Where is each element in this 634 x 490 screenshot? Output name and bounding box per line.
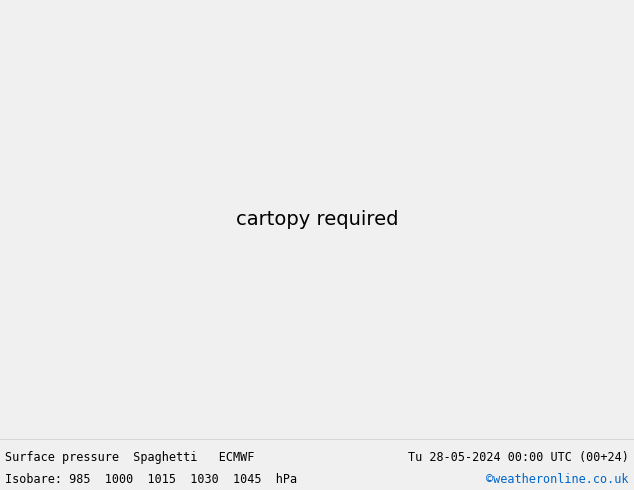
Text: Surface pressure  Spaghetti   ECMWF: Surface pressure Spaghetti ECMWF (5, 451, 254, 464)
Text: Isobare: 985  1000  1015  1030  1045  hPa: Isobare: 985 1000 1015 1030 1045 hPa (5, 473, 297, 486)
Text: Tu 28-05-2024 00:00 UTC (00+24): Tu 28-05-2024 00:00 UTC (00+24) (408, 451, 629, 464)
Text: cartopy required: cartopy required (236, 210, 398, 228)
Text: ©weatheronline.co.uk: ©weatheronline.co.uk (486, 473, 629, 486)
